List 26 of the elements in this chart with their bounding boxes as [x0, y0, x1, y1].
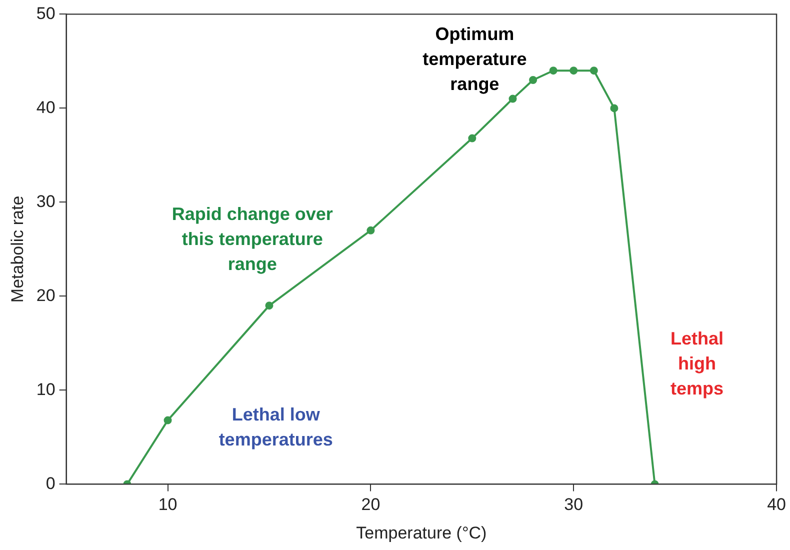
annotation: Rapid change over this temperature range [172, 204, 333, 274]
point [164, 416, 172, 424]
x-tick-label: 40 [767, 495, 786, 514]
y-tick-label: 40 [36, 98, 56, 117]
y-tick-label: 10 [36, 380, 56, 399]
y-tick-label: 20 [36, 286, 56, 305]
point [366, 226, 375, 234]
annotation: Optimum temperature range [422, 24, 527, 94]
y-axis-title: Metabolic rate [8, 196, 27, 303]
annotation: Lethal high temps [670, 328, 724, 398]
point [549, 66, 558, 75]
annotation: Lethal low temperatures [218, 404, 333, 450]
point [529, 76, 538, 84]
y-tick-label: 30 [36, 192, 56, 211]
point [610, 104, 618, 112]
point [265, 302, 274, 310]
point [468, 134, 476, 142]
point [570, 66, 578, 75]
point [508, 94, 517, 103]
y-tick-label: 50 [36, 4, 56, 23]
point [590, 66, 598, 75]
y-tick-label: 0 [46, 474, 56, 493]
x-tick-label: 10 [158, 495, 178, 514]
x-tick-label: 20 [361, 495, 380, 514]
x-tick-label: 30 [564, 495, 584, 514]
x-axis-title: Temperature (°C) [356, 523, 487, 542]
